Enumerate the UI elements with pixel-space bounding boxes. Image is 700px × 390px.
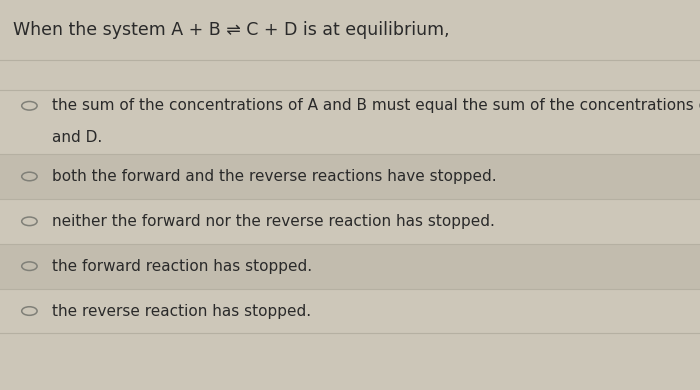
Bar [0,244,700,289]
Bar [0,90,700,154]
Bar [0,199,700,244]
Bar [0,154,700,199]
Bar [0,60,700,90]
Text: the reverse reaction has stopped.: the reverse reaction has stopped. [52,303,312,319]
Text: the sum of the concentrations of A and B must equal the sum of the concentration: the sum of the concentrations of A and B… [52,98,700,113]
Text: When the system A + B ⇌ C + D is at equilibrium,: When the system A + B ⇌ C + D is at equi… [13,21,449,39]
Text: and D.: and D. [52,131,103,145]
Text: both the forward and the reverse reactions have stopped.: both the forward and the reverse reactio… [52,169,497,184]
Text: neither the forward nor the reverse reaction has stopped.: neither the forward nor the reverse reac… [52,214,496,229]
Text: the forward reaction has stopped.: the forward reaction has stopped. [52,259,313,274]
Bar [0,289,700,333]
Bar [0,0,700,60]
